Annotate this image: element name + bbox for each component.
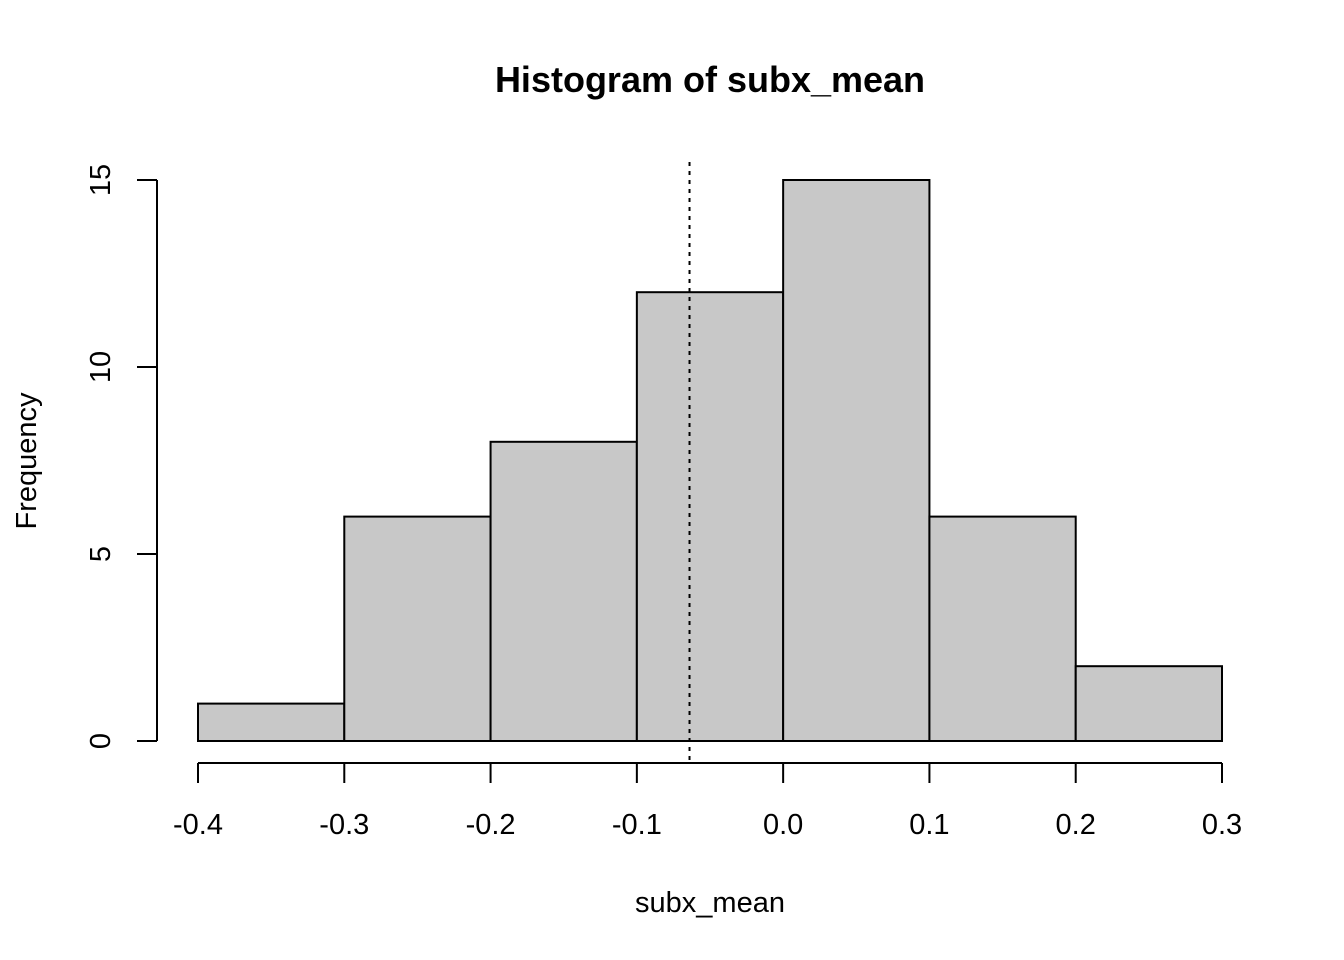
chart-title: Histogram of subx_mean xyxy=(495,59,925,100)
x-tick-label: 0.0 xyxy=(763,809,803,841)
histogram-bar-1 xyxy=(197,702,346,742)
x-tick-label: 0.1 xyxy=(909,809,949,841)
x-axis-label: subx_mean xyxy=(635,887,785,919)
histogram-bar-6 xyxy=(928,515,1077,742)
y-axis: 0 5 10 15 xyxy=(85,164,158,749)
y-tick-label: 10 xyxy=(85,351,117,383)
x-tick-label: -0.3 xyxy=(319,809,369,841)
bars-group xyxy=(197,179,1223,743)
x-tick-label: -0.2 xyxy=(466,809,516,841)
histogram-bar-7 xyxy=(1074,665,1223,743)
x-tick-label: 0.2 xyxy=(1056,809,1096,841)
x-tick-label: 0.3 xyxy=(1202,809,1242,841)
y-tick-label: 0 xyxy=(85,733,117,749)
x-tick-label: -0.1 xyxy=(612,809,662,841)
histogram-bar-4 xyxy=(635,291,785,742)
histogram-bar-2 xyxy=(343,515,492,742)
y-tick-label: 5 xyxy=(85,546,117,562)
y-tick-label: 15 xyxy=(85,164,117,196)
y-axis-label: Frequency xyxy=(11,392,43,530)
x-axis: -0.4 -0.3 -0.2 -0.1 0.0 0.1 0.2 0.3 xyxy=(173,762,1242,841)
x-tick-label: -0.4 xyxy=(173,809,223,841)
histogram-bar-5 xyxy=(782,179,931,742)
histogram-bar-3 xyxy=(489,440,638,742)
